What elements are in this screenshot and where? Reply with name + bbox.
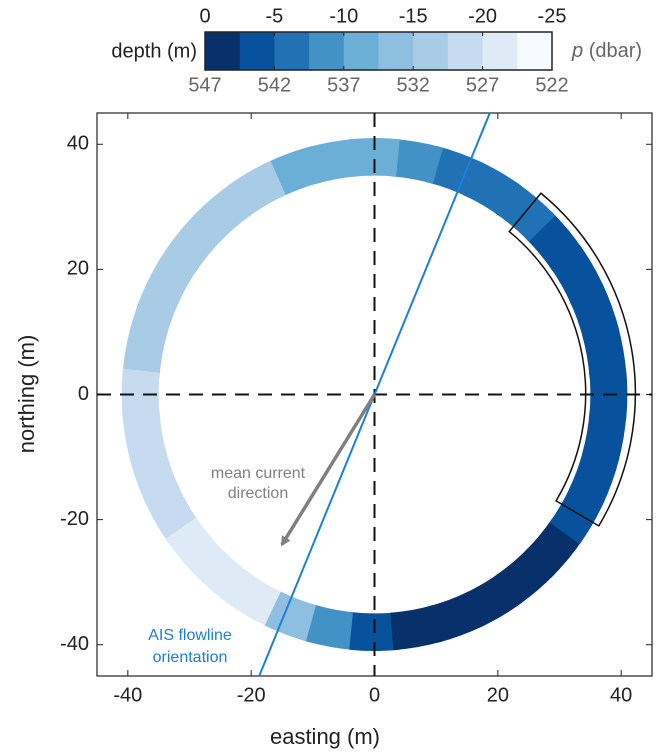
colorbar-swatch <box>447 32 484 70</box>
track-segment <box>122 324 167 379</box>
x-tick-label: -40 <box>113 684 142 706</box>
colorbar-tick-label: -20 <box>468 5 497 27</box>
track-segment <box>582 324 627 379</box>
track-segment <box>305 138 359 184</box>
x-tick-label: -20 <box>237 684 266 706</box>
y-axis-label: northing (m) <box>14 335 39 454</box>
colorbar-swatch <box>482 32 518 70</box>
y-tick-label: -40 <box>60 633 89 655</box>
track-segment <box>129 283 181 341</box>
x-axis-label: easting (m) <box>270 724 380 749</box>
colorbar-swatch <box>413 32 449 70</box>
colorbar-label: depth (m) <box>111 40 197 62</box>
track-segment <box>305 605 359 651</box>
pressure-tick-label: 532 <box>397 74 430 96</box>
pressure-tick-label: 542 <box>258 74 291 96</box>
y-tick-label: -20 <box>60 508 89 530</box>
colorbar-swatch <box>274 32 310 70</box>
track-segment <box>568 448 620 506</box>
track-segment <box>122 410 167 465</box>
track-segment <box>121 368 160 421</box>
pressure-tick-label: 547 <box>188 74 221 96</box>
y-tick-label: 0 <box>78 383 89 405</box>
colorbar-tick-label: -10 <box>329 5 358 27</box>
y-tick-label: 40 <box>67 133 89 155</box>
pressure-tick-label: 522 <box>535 74 568 96</box>
pressure-tick-label: 537 <box>327 74 360 96</box>
x-tick-label: 40 <box>610 684 632 706</box>
colorbar-tick-label: -5 <box>266 5 284 27</box>
track-segment <box>582 410 627 465</box>
current-label: mean current <box>211 465 306 482</box>
pressure-unit: (dbar) <box>589 40 642 62</box>
pressure-tick-label: 527 <box>466 74 499 96</box>
current-arrow <box>280 393 376 547</box>
ais-label: orientation <box>153 649 228 666</box>
ais-label: AIS flowline <box>148 627 232 644</box>
track-segment <box>349 138 400 177</box>
pressure-label: p (dbar) <box>571 40 642 62</box>
colorbar-tick-label: -25 <box>538 5 567 27</box>
sector-box <box>508 192 637 527</box>
colorbar-tick-label: -15 <box>399 5 428 27</box>
colorbar-swatch <box>343 32 379 70</box>
colorbar-tick-label: 0 <box>199 5 210 27</box>
colorbar-frame <box>204 31 553 71</box>
current-label: direction <box>228 485 288 502</box>
colorbar-swatch <box>239 32 275 70</box>
y-tick-label: 20 <box>67 258 89 280</box>
colorbar-swatch <box>205 32 241 70</box>
colorbar-swatch <box>309 32 345 70</box>
x-tick-label: 0 <box>369 684 380 706</box>
x-tick-label: 20 <box>487 684 509 706</box>
colorbar-swatch <box>517 32 553 70</box>
colorbar-swatch <box>378 32 414 70</box>
pressure-symbol: p <box>571 40 583 62</box>
track-segment <box>390 138 444 184</box>
track-segment <box>390 605 444 651</box>
